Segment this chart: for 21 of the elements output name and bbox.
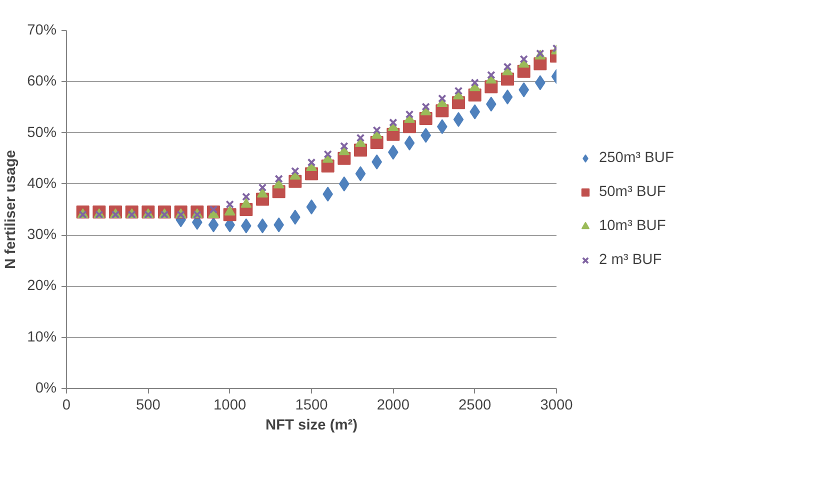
y-tick-label: 50% xyxy=(27,124,57,141)
x-tick-label: 2000 xyxy=(376,398,410,414)
y-tick-label: 60% xyxy=(27,74,57,90)
x-tick-label: 1000 xyxy=(214,398,246,414)
legend-label: 250m³ BUF xyxy=(599,150,674,166)
x-tick-label: 3000 xyxy=(540,398,573,414)
y-axis-title: N fertiliser usage xyxy=(3,150,20,269)
x-tick-label: 500 xyxy=(136,398,160,414)
legend-label: 50m³ BUF xyxy=(599,184,666,200)
x-axis-title: NFT size (m²) xyxy=(265,418,358,434)
y-tick-label: 40% xyxy=(27,176,57,192)
x-tick-label: 0 xyxy=(62,398,71,414)
y-tick-label: 30% xyxy=(27,227,57,244)
y-tick-label: 10% xyxy=(27,329,57,346)
legend-label: 2 m³ BUF xyxy=(599,252,662,268)
legend-label: 10m³ BUF xyxy=(599,218,666,234)
x-tick-label: 2500 xyxy=(458,398,492,414)
y-tick-label: 20% xyxy=(27,278,57,294)
x-tick-label: 1500 xyxy=(295,398,328,414)
y-tick-label: 70% xyxy=(27,22,57,38)
y-tick-label: 0% xyxy=(35,380,57,396)
